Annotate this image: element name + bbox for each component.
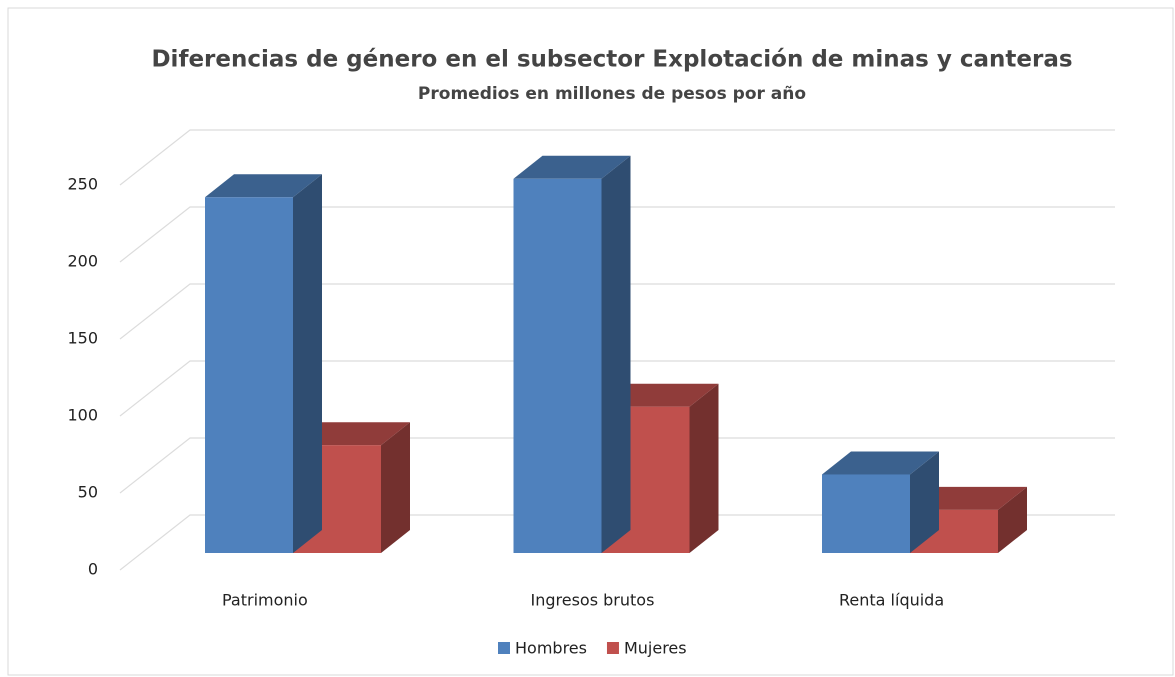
y-tick-label: 100 bbox=[67, 406, 98, 425]
bar-top bbox=[910, 486, 1027, 510]
y-tick-label: 50 bbox=[78, 483, 98, 502]
bar-top bbox=[513, 155, 631, 179]
bar-top bbox=[822, 451, 939, 475]
bar-side bbox=[689, 383, 719, 553]
y-tick-label: 150 bbox=[67, 329, 98, 348]
x-tick-label: Ingresos brutos bbox=[531, 591, 655, 610]
y-tick-label: 0 bbox=[88, 560, 98, 579]
grid-line bbox=[119, 129, 1115, 186]
x-tick-label: Renta líquida bbox=[839, 591, 944, 610]
chart-subtitle: Promedios en millones de pesos por año bbox=[418, 84, 806, 104]
legend-label: Mujeres bbox=[624, 639, 687, 658]
bar-top bbox=[601, 383, 719, 407]
legend-swatch bbox=[606, 642, 619, 654]
chart-title: Diferencias de género en el subsector Ex… bbox=[151, 47, 1072, 73]
grid-line bbox=[119, 206, 1115, 263]
bar bbox=[822, 451, 939, 553]
bar bbox=[205, 174, 322, 553]
bar-front bbox=[513, 178, 602, 553]
bar-top bbox=[205, 174, 322, 198]
bar-side bbox=[601, 155, 631, 553]
bar bbox=[513, 155, 631, 553]
bar-side bbox=[293, 174, 322, 553]
x-tick-label: Patrimonio bbox=[222, 591, 308, 610]
legend-label: Hombres bbox=[515, 639, 587, 658]
grid-line bbox=[119, 514, 1115, 571]
bar-side bbox=[910, 451, 939, 553]
bar-front bbox=[822, 474, 910, 553]
bar-top bbox=[293, 422, 410, 446]
grid-line bbox=[119, 437, 1115, 494]
y-tick-label: 200 bbox=[67, 252, 98, 271]
grid-line bbox=[119, 283, 1115, 340]
bar-side bbox=[998, 486, 1027, 553]
bar-front bbox=[205, 197, 293, 553]
bar-side bbox=[381, 422, 410, 553]
grid-line bbox=[119, 360, 1115, 417]
legend-swatch bbox=[498, 642, 510, 654]
y-tick-label: 250 bbox=[67, 175, 98, 194]
